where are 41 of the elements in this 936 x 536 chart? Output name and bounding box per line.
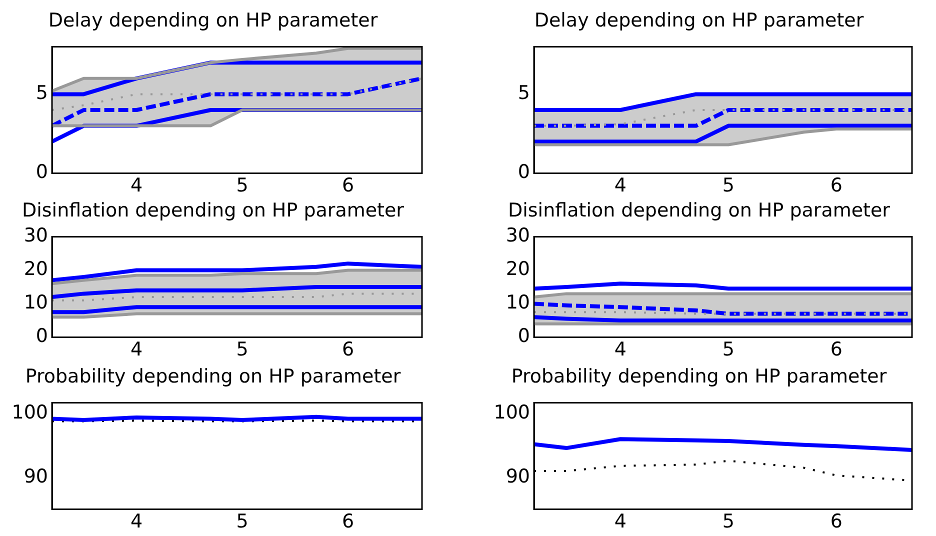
line-series: [52, 77, 422, 111]
y-tick-label: 20: [506, 258, 530, 280]
x-tick-label: 4: [130, 174, 143, 197]
y-tick-label: 90: [506, 465, 530, 488]
y-tick-label: 0: [36, 325, 48, 348]
y-tick-label: 10: [506, 292, 530, 314]
x-tick-label: 6: [342, 338, 354, 361]
chart-title: Disinflation depending on HP parameter: [508, 199, 890, 222]
x-tick-label: 4: [614, 174, 626, 197]
y-tick-label: 0: [518, 161, 530, 184]
chart-title: Delay depending on HP parameter: [48, 9, 378, 32]
y-tick-label: 5: [36, 82, 48, 104]
x-tick-label: 6: [830, 510, 842, 533]
x-tick-label: 5: [722, 174, 734, 197]
y-tick-label: 30: [506, 224, 530, 247]
x-tick-label: 6: [830, 338, 842, 361]
x-tick-label: 4: [614, 510, 626, 533]
x-tick-label: 5: [722, 510, 734, 533]
y-tick-label: 100: [12, 402, 48, 424]
x-tick-label: 5: [722, 338, 734, 361]
y-tick-label: 100: [494, 402, 530, 424]
y-tick-label: 10: [24, 292, 48, 314]
x-tick-label: 5: [236, 510, 248, 533]
x-tick-label: 4: [130, 338, 143, 361]
x-tick-label: 6: [342, 174, 354, 197]
y-tick-label: 30: [24, 224, 48, 247]
x-tick-label: 6: [830, 174, 842, 197]
chart-title: Disinflation depending on HP parameter: [22, 199, 404, 222]
x-tick-label: 4: [614, 338, 626, 361]
y-tick-label: 0: [36, 161, 48, 184]
chart-title: Delay depending on HP parameter: [534, 9, 864, 32]
x-tick-label: 5: [236, 338, 248, 361]
y-tick-label: 0: [518, 325, 530, 348]
x-tick-label: 5: [236, 174, 248, 197]
y-tick-label: 20: [24, 258, 48, 280]
x-tick-label: 4: [130, 510, 143, 533]
chart-title: Probability depending on HP parameter: [511, 365, 887, 388]
y-tick-label: 90: [24, 465, 48, 488]
x-tick-label: 6: [342, 510, 354, 533]
chart-title: Probability depending on HP parameter: [25, 365, 401, 388]
y-tick-label: 5: [518, 82, 530, 104]
